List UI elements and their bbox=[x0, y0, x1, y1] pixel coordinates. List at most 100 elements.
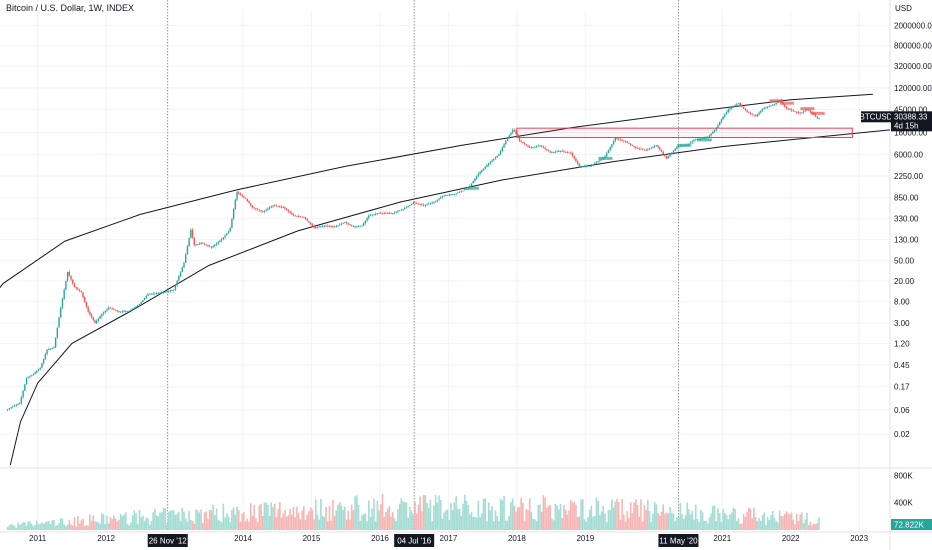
volume-bar bbox=[427, 507, 430, 530]
candle-body bbox=[689, 142, 692, 144]
volume-bar bbox=[624, 521, 627, 530]
candle-body bbox=[676, 146, 678, 149]
volume-bar bbox=[619, 519, 622, 530]
signal-marker bbox=[677, 143, 692, 147]
candle-body bbox=[633, 145, 635, 147]
volume-bar bbox=[665, 512, 668, 530]
candle-body bbox=[761, 108, 764, 111]
candle-body bbox=[724, 114, 726, 117]
candle-body bbox=[255, 208, 257, 209]
volume-bar bbox=[816, 523, 819, 530]
candle-body bbox=[720, 119, 723, 123]
volume-bar bbox=[393, 517, 396, 530]
volume-bar bbox=[718, 512, 721, 530]
volume-bar bbox=[710, 513, 712, 530]
signal-marker bbox=[697, 138, 712, 142]
volume-bar bbox=[101, 513, 103, 530]
volume-bar bbox=[51, 520, 54, 530]
volume-bar bbox=[611, 499, 613, 530]
volume-bar bbox=[167, 512, 170, 530]
candle-body bbox=[214, 244, 216, 247]
candle-body bbox=[462, 190, 464, 192]
candle-body bbox=[154, 293, 156, 295]
x-tick-label: 2016 bbox=[371, 534, 389, 543]
volume-bar bbox=[205, 511, 208, 530]
volume-bar bbox=[811, 525, 813, 530]
volume-bar bbox=[198, 512, 201, 530]
candle-body bbox=[429, 203, 432, 204]
volume-bar bbox=[712, 505, 714, 530]
volume-bar bbox=[244, 521, 247, 530]
candle-body bbox=[628, 142, 630, 144]
candle-body bbox=[320, 226, 322, 228]
volume-bar bbox=[314, 499, 317, 530]
candle-body bbox=[90, 314, 93, 318]
candle-body bbox=[571, 153, 574, 156]
candle-body bbox=[775, 102, 777, 105]
candle-body bbox=[618, 138, 620, 140]
candle-body bbox=[597, 160, 599, 163]
volume-bar bbox=[39, 524, 42, 530]
candle-body bbox=[818, 118, 820, 120]
candle-body bbox=[703, 137, 705, 139]
volume-bar bbox=[763, 512, 766, 530]
volume-bar bbox=[431, 521, 433, 530]
candle-body bbox=[279, 206, 281, 208]
x-tick-label: 2018 bbox=[508, 534, 526, 543]
candle-body bbox=[648, 148, 651, 150]
candle-body bbox=[804, 110, 806, 112]
volume-bar bbox=[604, 513, 606, 530]
candle-body bbox=[501, 147, 504, 151]
candle-body bbox=[301, 216, 303, 218]
volume-bar bbox=[648, 511, 651, 530]
volume-bar bbox=[729, 514, 731, 530]
volume-bar bbox=[474, 516, 476, 530]
candle-body bbox=[585, 165, 587, 167]
volume-bar bbox=[109, 517, 112, 530]
candle-body bbox=[640, 148, 642, 150]
signal-marker bbox=[810, 111, 825, 115]
candle-body bbox=[552, 151, 555, 153]
candle-body bbox=[643, 149, 646, 151]
candle-body bbox=[262, 211, 264, 212]
candle-body bbox=[433, 202, 435, 203]
volume-bar bbox=[323, 517, 326, 530]
candle-body bbox=[491, 160, 493, 162]
candle-body bbox=[657, 145, 659, 148]
volume-bar bbox=[261, 515, 264, 530]
candle-body bbox=[224, 235, 226, 238]
volume-bar bbox=[770, 514, 772, 530]
candle-body bbox=[68, 271, 71, 276]
volume-bar bbox=[272, 507, 274, 530]
volume-bar bbox=[693, 519, 695, 530]
candle-body bbox=[518, 137, 521, 141]
candle-body bbox=[186, 246, 189, 255]
x-tick-label: 2017 bbox=[440, 534, 458, 543]
candle-body bbox=[691, 141, 694, 143]
candle-body bbox=[814, 114, 817, 117]
candle-body bbox=[409, 205, 411, 207]
volume-bar bbox=[573, 501, 576, 530]
candle-body bbox=[481, 170, 483, 173]
volume-bar bbox=[727, 518, 730, 530]
volume-bar bbox=[503, 495, 505, 530]
candle-body bbox=[766, 106, 769, 108]
volume-bar bbox=[679, 502, 682, 530]
volume-bar bbox=[296, 506, 298, 530]
candle-body bbox=[505, 140, 507, 145]
volume-bar bbox=[674, 520, 677, 530]
candle-body bbox=[386, 213, 389, 214]
volume-bar bbox=[311, 509, 314, 530]
candle-body bbox=[705, 137, 707, 139]
candle-body bbox=[674, 148, 676, 151]
volume-bar bbox=[87, 525, 89, 530]
candle-body bbox=[489, 161, 492, 164]
volume-bar bbox=[402, 501, 404, 530]
volume-bar bbox=[777, 522, 779, 530]
volume-bar bbox=[378, 510, 380, 530]
candle-body bbox=[619, 139, 622, 141]
candle-body bbox=[772, 105, 774, 106]
candle-body bbox=[710, 133, 712, 136]
